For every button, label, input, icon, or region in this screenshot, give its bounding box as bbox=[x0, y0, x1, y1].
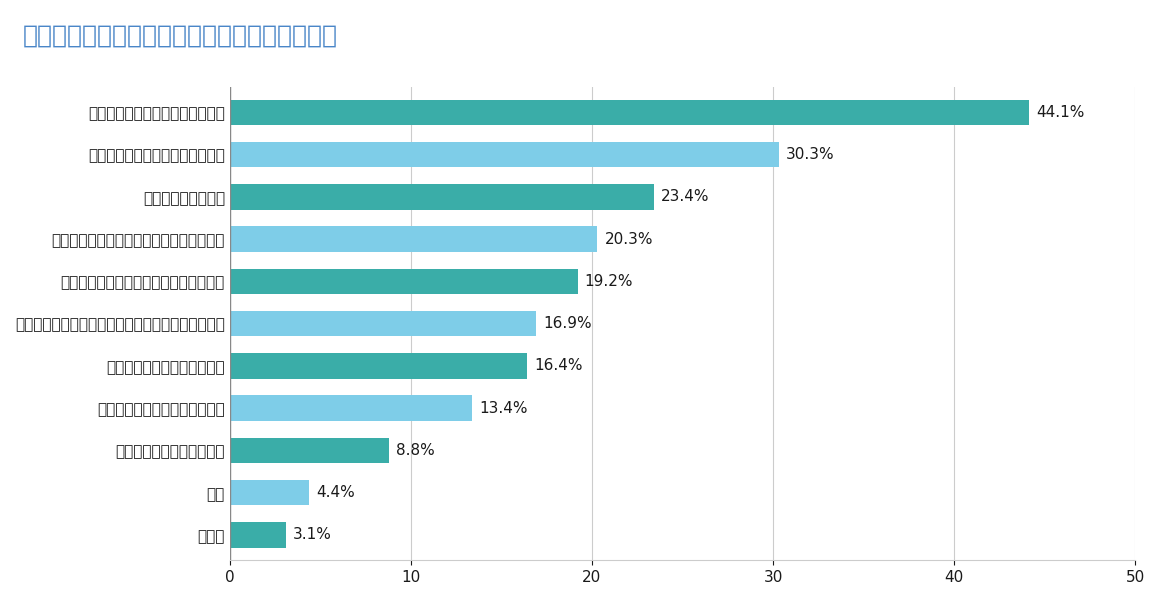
Text: 13.4%: 13.4% bbox=[480, 401, 528, 416]
Bar bbox=[230, 142, 778, 167]
Text: 23.4%: 23.4% bbox=[661, 190, 709, 205]
Bar bbox=[230, 480, 310, 505]
Text: 16.9%: 16.9% bbox=[543, 316, 592, 331]
Bar bbox=[230, 522, 285, 548]
Bar bbox=[230, 353, 527, 379]
Bar bbox=[230, 184, 653, 209]
Bar bbox=[230, 100, 1029, 125]
Text: 44.1%: 44.1% bbox=[1036, 105, 1085, 120]
Bar bbox=[230, 269, 578, 294]
Text: 19.2%: 19.2% bbox=[585, 274, 633, 289]
Text: 【参考】大規模災害への対応状況（複数回答）: 【参考】大規模災害への対応状況（複数回答） bbox=[23, 24, 339, 48]
Text: 4.4%: 4.4% bbox=[317, 485, 355, 500]
Bar bbox=[230, 395, 472, 421]
Text: 20.3%: 20.3% bbox=[604, 232, 653, 247]
Text: 16.4%: 16.4% bbox=[534, 358, 582, 373]
Bar bbox=[230, 311, 536, 337]
Text: 3.1%: 3.1% bbox=[293, 527, 332, 542]
Text: 8.8%: 8.8% bbox=[397, 443, 435, 458]
Text: 30.3%: 30.3% bbox=[785, 147, 834, 162]
Bar bbox=[230, 226, 597, 252]
Bar bbox=[230, 438, 389, 463]
